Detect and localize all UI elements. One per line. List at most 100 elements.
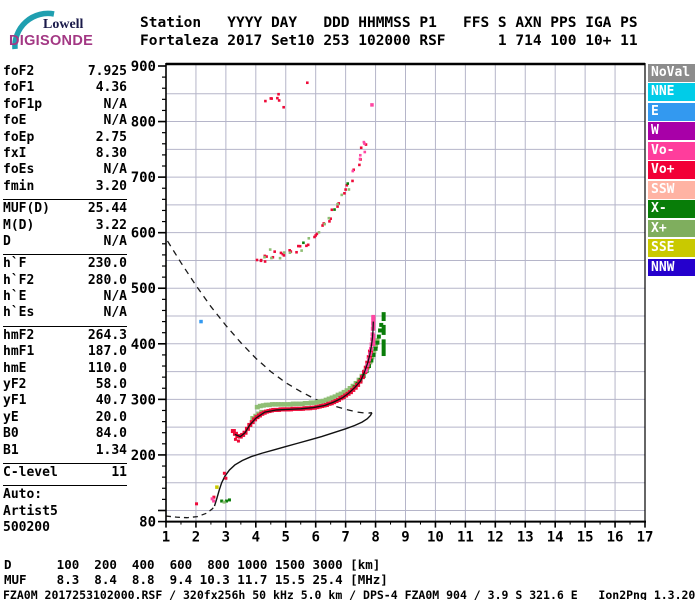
param-row: h`F 230.0 [3,256,127,272]
bottom-scatter-red-point [224,476,228,480]
param-row: Artist5 [3,504,127,520]
legend-item-ssw: SSW [648,180,695,199]
f-trace-x-mode-dark-green-point [376,334,381,339]
top-scatter-red-point [277,99,281,102]
param-value: 20.0 [95,409,127,425]
second-order-pink-point [358,157,362,161]
param-row: M(D) 3.22 [3,218,127,234]
second-order-red-point [305,244,308,248]
second-order-light-green-point [336,202,339,206]
second-order-pink-point [363,150,367,154]
param-row: B1 1.34 [3,443,127,459]
param-label: foF1 [3,80,35,96]
y-tick-label: 700 [131,170,156,186]
second-order-red-point [273,250,276,253]
param-label: C-level [3,464,58,480]
distance-row: D 100 200 400 600 800 1000 1500 3000 [km… [4,557,381,572]
param-row: fxI 8.30 [3,146,127,162]
x-tick-label: 5 [282,530,290,546]
bottom-scatter-pink-point [212,499,216,503]
second-order-red-point [358,163,361,167]
param-value: 25.44 [87,201,127,217]
f-trace-x-mode-light-green-point [257,403,263,409]
param-label: fxI [3,145,27,161]
param-row: yF1 40.7 [3,393,127,409]
bottom-scatter-sse-yellow-point [215,485,219,489]
f-trace-x-mode-light-green-point [296,401,302,407]
param-row: fmin 3.20 [3,179,127,195]
y-tick-label: 80 [139,515,156,531]
x-tick-label: 11 [457,530,474,546]
legend-item-vo: Vo- [648,141,695,160]
f-trace-x-mode-light-green-point [373,343,379,349]
lowell-digisonde-logo: Lowell DIGISONDE [2,2,132,56]
bottom-scatter-red-point [236,439,240,443]
param-value: 280.0 [87,272,127,288]
param-row: foF1p N/A [3,97,127,113]
second-order-red-point [265,255,268,258]
f-trace-x-mode-dark-green-point [373,346,378,351]
param-label: h`E [3,289,27,305]
second-order-light-green-point [340,193,344,197]
f-trace-x-mode-light-green-point [266,402,272,408]
f-trace-x-mode-light-green-point [269,402,275,407]
second-order-red-point [352,168,356,172]
logo-arc-icon [12,10,55,50]
param-value: N/A [103,162,127,178]
top-scatter-red-point [276,96,279,100]
second-order-red-point [351,179,354,183]
param-value: 4.36 [95,80,127,96]
x-tick-label: 8 [371,530,379,546]
logo-lowell-text: Lowell [43,17,84,32]
second-order-red-point [313,235,316,239]
x-tick-label: 2 [192,530,200,546]
second-order-dark-green-point [302,241,305,245]
second-order-light-green-point [317,231,321,234]
param-section: foF2 7.925 foF1 4.36 foF1p N/A foE N/A foEp 2.75 f… [3,63,127,197]
profile-extrapolated-low [165,505,216,519]
param-row: C-level 11 [3,465,127,481]
param-value: 3.22 [95,217,127,233]
f-trace-x-mode-light-green-point [299,401,305,407]
true-height-profile [213,412,373,507]
param-row: B0 84.0 [3,426,127,442]
echo-direction-legend: NoVal NNE E W Vo- Vo+ SSW X- X+ SSE NNW [648,64,696,278]
param-value: N/A [103,96,127,112]
f-trace-x-mode-light-green-point [287,402,293,407]
param-row: hmE 110.0 [3,361,127,377]
param-value: 264.3 [87,327,127,343]
f-trace-x-mode-dark-green-point [379,322,384,327]
x-tick-label: 10 [427,530,444,546]
param-label: 500200 [3,520,50,536]
bottom-scatter-dark-green-point [227,498,231,502]
second-order-light-green-point [270,256,273,260]
param-row: Auto: [3,487,127,503]
f-trace-x-mode-light-green-point [317,399,323,404]
second-order-red-point [306,243,310,247]
param-label: h`F [3,256,27,272]
param-row: D N/A [3,234,127,250]
param-row: foF2 7.925 [3,64,127,80]
param-value: N/A [103,289,127,305]
second-order-red-point [271,255,275,259]
f-trace-x-mode-light-green-point [272,402,278,407]
bottom-scatter-light-green-point [222,500,226,504]
second-order-light-green-point [282,251,286,254]
second-order-light-green-point [288,251,292,254]
legend-item-nne: NNE [648,83,695,102]
legend-item-e: E [648,102,695,121]
x-tick-label: 16 [607,530,624,546]
transmission-curve [166,240,373,414]
second-order-red-point [282,254,286,257]
top-scatter-red-point [264,99,267,103]
f-trace-x-mode-light-green-point [302,401,308,406]
second-order-red-point [359,146,363,150]
param-row: 500200 [3,520,127,536]
x-tick-label: 7 [341,530,349,546]
f-trace-x-mode-light-green-point [263,402,269,408]
bottom-scatter-red-point [222,471,226,475]
f-trace-x-mode-light-green-point [254,404,260,410]
y-tick-label: 500 [131,281,156,297]
param-row: h`Es N/A [3,305,127,321]
param-label: h`Es [3,305,35,321]
